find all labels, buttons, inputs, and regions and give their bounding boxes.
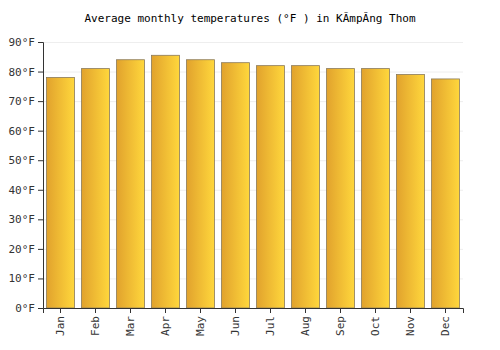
y-tick: 80°F (9, 66, 44, 79)
bar (327, 69, 355, 308)
x-tick-label: Sep (334, 316, 347, 336)
x-tick-mark (165, 308, 166, 313)
y-tick: 30°F (9, 213, 44, 226)
title: Average monthly temperatures (°F ) in KÃ… (84, 12, 416, 25)
y-tick: 90°F (9, 36, 44, 49)
x-tick-mark (445, 308, 446, 313)
y-tick-label: 50°F (9, 154, 36, 167)
x-tick-mark (410, 308, 411, 313)
x-tick-label: Jul (264, 316, 277, 336)
x-tick: Jul (264, 308, 277, 336)
x-tick-label: Jun (229, 316, 242, 336)
x-tick: Nov (404, 308, 417, 336)
x-tick-label: Mar (124, 316, 137, 336)
y-tick-label: 20°F (9, 243, 36, 256)
y-tick: 60°F (9, 125, 44, 138)
bar (82, 69, 110, 308)
x-tick: Jun (229, 308, 242, 336)
bar (397, 75, 425, 308)
x-tick-mark (130, 308, 131, 313)
bar (362, 69, 390, 308)
y-tick-mark (38, 131, 43, 132)
x-tick-mark (340, 308, 341, 313)
x-tick-label: Aug (299, 316, 312, 336)
y-tick-label: 40°F (9, 184, 36, 197)
y-tick-mark (38, 42, 43, 43)
x-tick: Feb (89, 308, 102, 336)
y-tick-label: 70°F (9, 95, 36, 108)
grid-line (43, 42, 463, 43)
grid (43, 43, 463, 309)
bar (257, 66, 285, 308)
x-tick: Aug (299, 308, 312, 336)
y-tick-mark (38, 101, 43, 102)
y-tick-label: 90°F (9, 36, 36, 49)
x-tick: May (194, 308, 207, 336)
y-tick-mark (38, 308, 43, 309)
x-tick-mark (305, 308, 306, 313)
y-tick: 70°F (9, 95, 44, 108)
bar (222, 63, 250, 308)
bar (117, 60, 145, 308)
x-tick: Mar (124, 308, 137, 336)
bar (292, 66, 320, 308)
x-axis: Jan Feb Mar Apr May Jun Jul Aug Sep Oct Nov Dec (44, 308, 464, 336)
y-tick-label: 0°F (15, 302, 35, 315)
x-tick: Sep (334, 308, 347, 336)
x-tick-mark (60, 308, 61, 313)
x-tick-label: Jan (54, 316, 67, 336)
y-axis: 0°F 10°F 20°F 30°F 40°F 50°F 60°F 70°F 80°F 90°F (9, 36, 44, 315)
y-tick-label: 30°F (9, 213, 36, 226)
y-tick-label: 60°F (9, 125, 36, 138)
bar (432, 79, 460, 308)
y-tick-mark (38, 160, 43, 161)
y-tick: 0°F (15, 302, 43, 315)
bars (47, 55, 460, 308)
x-tick: Dec (439, 308, 452, 336)
x-tick-label: Apr (159, 316, 172, 336)
x-tick-mark (235, 308, 236, 313)
x-axis-line (44, 309, 464, 314)
x-tick-label: Feb (89, 316, 102, 336)
x-tick-mark (95, 308, 96, 313)
y-tick-mark (38, 278, 43, 279)
bar (47, 77, 75, 308)
plot: 0°F 10°F 20°F 30°F 40°F 50°F 60°F 70°F 80°F 90°F J… (9, 36, 464, 336)
y-tick: 10°F (9, 272, 44, 285)
bar (152, 55, 180, 308)
chart: 0°F 10°F 20°F 30°F 40°F 50°F 60°F 70°F 80°F 90°F J… (0, 0, 500, 350)
x-tick: Jan (54, 308, 67, 336)
x-tick-mark (270, 308, 271, 313)
y-tick-label: 80°F (9, 66, 36, 79)
y-tick-label: 10°F (9, 272, 36, 285)
x-tick-label: Dec (439, 316, 452, 336)
y-axis-line (38, 43, 44, 309)
x-tick-mark (375, 308, 376, 313)
y-tick-mark (38, 219, 43, 220)
x-tick-label: Oct (369, 316, 382, 336)
y-tick-mark (38, 190, 43, 191)
x-tick-mark (200, 308, 201, 313)
y-tick-mark (38, 72, 43, 73)
y-tick: 40°F (9, 184, 44, 197)
x-tick: Apr (159, 308, 172, 336)
x-tick: Oct (369, 308, 382, 336)
x-tick-label: May (194, 316, 207, 336)
x-tick-label: Nov (404, 316, 417, 336)
y-tick: 50°F (9, 154, 44, 167)
y-tick: 20°F (9, 243, 44, 256)
y-tick-mark (38, 249, 43, 250)
bar (187, 60, 215, 308)
